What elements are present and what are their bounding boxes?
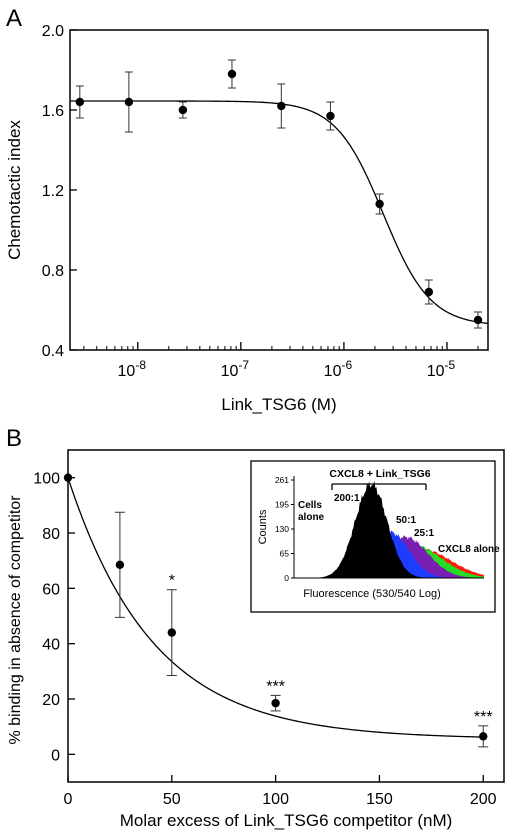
panel-b-fit-curve [67,477,484,738]
inset-histograms [296,480,484,578]
a-data-point [178,105,188,115]
a-data-point [326,111,335,121]
a-data-point [227,69,237,79]
inset-bracket-label: CXCL8 + Link_TSG6 [329,468,430,480]
b-significance-label: * [169,573,175,590]
inset-y-tick-label: 65 [280,549,290,559]
b-y-tick-label: 80 [42,526,60,543]
inset-histogram-0 [296,480,484,578]
inset-label-25-1: 25:1 [414,528,434,539]
a-x-tick-label: 10-6 [324,358,353,380]
a-x-tick-label: 10-8 [118,358,147,380]
panel-b-axis-ticks: 0 20 40 60 80 100 0 50 100 150 200 [33,471,496,808]
panel-a: A 0.4 0.8 1.2 1.6 2.0 10-8 10-7 10-6 10-5 Link_T… [5,5,489,414]
b-data-point [167,628,177,637]
b-y-tick-label: 20 [42,692,60,709]
inset-y-axis-label: Counts [257,509,269,544]
b-x-tick-label: 200 [470,791,497,808]
a-data-point [75,97,85,107]
a-x-tick-label: 10-5 [427,358,456,380]
b-x-tick-label: 100 [262,791,289,808]
a-data-point [124,97,134,107]
inset-y-tick-label: 261 [275,475,289,485]
inset-y-tick-label: 130 [275,524,289,534]
b-x-tick-label: 150 [366,791,393,808]
panel-a-plot-frame [69,29,489,351]
panel-b-label: B [6,425,22,452]
inset-label-200-1: 200:1 [334,493,360,504]
panel-a-axis-ticks: 0.4 0.8 1.2 1.6 2.0 10-8 10-7 10-6 10-5 [42,23,479,380]
inset-label-cells-alone-1: Cells [298,500,322,511]
panel-b-x-axis-label: Molar excess of Link_TSG6 competitor (nM… [120,811,453,830]
flow-cytometry-inset: 0 65 130 195 261 CXCL8 + Link_TSG6 Cells alo… [250,460,500,613]
inset-x-axis-label: Fluorescence (530/540 Log) [303,588,441,600]
b-y-tick-label: 40 [42,637,60,654]
a-y-tick-label: 0.8 [42,263,64,280]
panel-a-y-axis-label: Chemotactic index [5,120,24,260]
b-significance-label: *** [474,709,493,726]
inset-label-50-1: 50:1 [396,515,416,526]
panel-b-data-points: ******* [63,473,493,748]
b-y-tick-label: 100 [33,471,60,488]
a-y-tick-label: 0.4 [42,343,64,360]
a-data-point [424,287,434,297]
b-x-tick-label: 0 [64,791,73,808]
inset-label-100-1: 100:1 [362,516,388,527]
inset-y-tick-label: 195 [275,500,289,510]
b-y-tick-label: 0 [51,747,60,764]
b-significance-label: *** [266,678,285,695]
a-y-tick-label: 1.6 [42,103,64,120]
panel-b-y-axis-label: % binding in absence of competitor [7,495,24,745]
b-data-point [271,698,280,708]
inset-y-tick-label: 0 [284,573,289,583]
a-y-tick-label: 1.2 [42,183,64,200]
a-y-tick-label: 2.0 [42,23,64,40]
a-data-point [277,101,286,111]
b-data-point [115,560,125,570]
b-x-tick-label: 50 [163,791,181,808]
inset-bracket [331,483,427,490]
inset-label-cells-alone-2: alone [298,512,325,523]
panel-a-label: A [6,5,22,32]
b-data-point [479,732,488,741]
a-x-tick-label: 10-7 [221,358,250,380]
panel-a-x-axis-label: Link_TSG6 (M) [221,395,336,414]
b-fit-line [67,477,484,738]
a-data-point [473,315,483,325]
inset-label-cxcl8-alone: CXCL8 alone [438,544,500,555]
panel-b-plot-frame [67,449,505,783]
b-y-tick-label: 60 [42,581,60,598]
a-data-point [375,199,384,209]
panel-a-data-points [75,59,483,329]
